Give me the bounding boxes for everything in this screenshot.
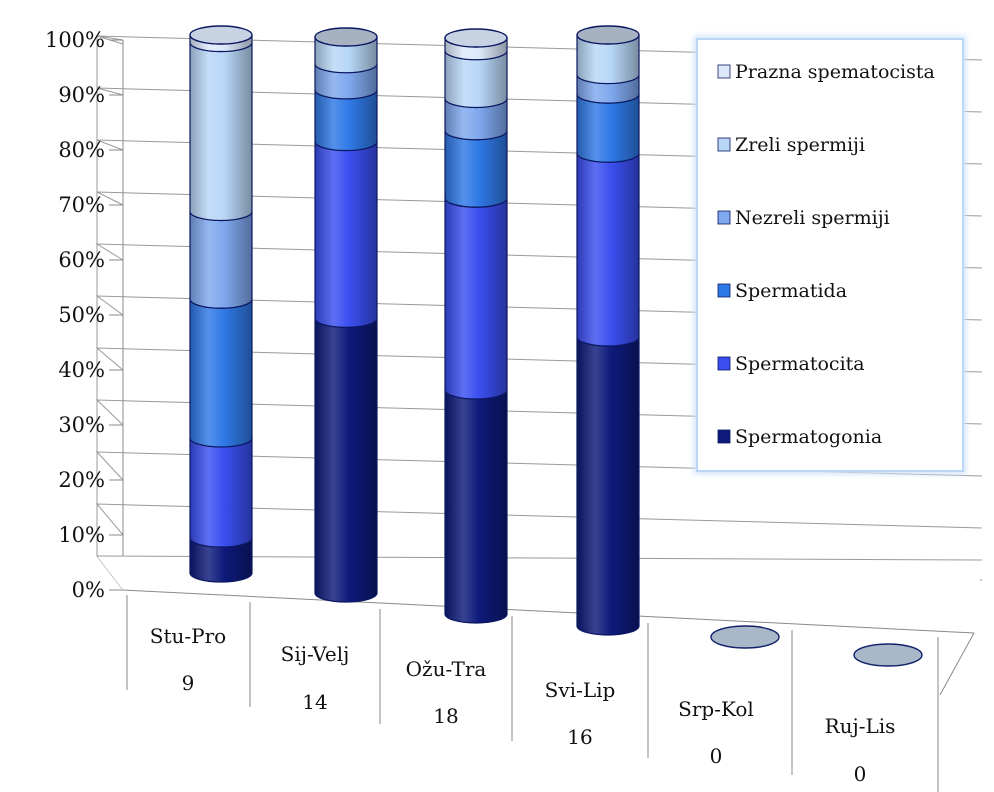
empty-bar-base — [710, 625, 780, 649]
y-tick-label: 20% — [58, 468, 105, 492]
bar-top-cap — [189, 25, 253, 45]
legend-label: Spermatogonia — [735, 426, 882, 448]
empty-bar-base — [853, 643, 923, 667]
category-label: Srp-Kol — [678, 697, 754, 721]
bar-segment — [576, 93, 640, 163]
plot-area — [189, 25, 923, 667]
legend-swatch — [717, 429, 731, 444]
y-tick-label: 10% — [58, 523, 105, 547]
category-count: 0 — [710, 744, 723, 768]
y-tick-label: 60% — [58, 248, 105, 272]
legend-label: Prazna spematocista — [735, 61, 935, 83]
bar-stack-ožu-tra — [444, 28, 508, 624]
legend-label: Spermatida — [735, 280, 847, 302]
y-axis: 0% 10% 20% 30% 40% 50% 60% 70% 80% 90% 100% — [45, 28, 124, 602]
legend-item: Spermatogonia — [717, 426, 882, 448]
bar-segment — [314, 141, 378, 328]
floor-right-edge — [939, 632, 975, 696]
legend-box — [696, 38, 964, 472]
legend-swatch — [717, 64, 731, 79]
bar-segment — [444, 130, 508, 208]
legend-item: Spermatocita — [717, 353, 865, 375]
category-count: 9 — [182, 671, 195, 695]
category-count: 18 — [433, 704, 458, 728]
side-wall — [97, 36, 123, 590]
bar-top-cap — [314, 27, 378, 47]
legend-label: Spermatocita — [735, 353, 865, 375]
bar-segment — [189, 299, 253, 448]
y-tick-label: 80% — [58, 138, 105, 162]
legend-swatch — [717, 210, 731, 225]
legend-item: Nezreli spermiji — [717, 207, 890, 229]
y-tick-label: 50% — [58, 303, 105, 327]
bar-stack-srp-kol — [710, 625, 780, 649]
bar-top-cap — [576, 25, 640, 45]
y-tick-label: 40% — [58, 358, 105, 382]
category-label: Ožu-Tra — [406, 657, 487, 681]
category-label: Stu-Pro — [150, 624, 226, 648]
bar-segment — [189, 211, 253, 309]
bar-segment — [189, 42, 253, 222]
bar-stack-stu-pro — [189, 25, 253, 583]
floor-front-edge — [122, 589, 975, 634]
legend-swatch — [717, 283, 731, 298]
bar-stack-svi-lip — [576, 25, 640, 636]
legend-item: Prazna spematocista — [717, 61, 935, 83]
category-count: 0 — [854, 762, 867, 786]
bar-top-cap — [444, 28, 508, 48]
legend-swatch — [717, 137, 731, 152]
bar-stack-ruj-lis — [853, 643, 923, 667]
category-label: Svi-Lip — [545, 678, 616, 702]
bar-segment — [444, 389, 508, 624]
y-tick-label: 100% — [45, 28, 105, 52]
legend-label: Zreli spermiji — [735, 134, 865, 156]
y-tick-label: 30% — [58, 413, 105, 437]
legend: Prazna spematocista Zreli spermiji Nezreli… — [694, 36, 966, 474]
bar-stack-sij-velj — [314, 27, 378, 603]
y-tick-label: 70% — [58, 193, 105, 217]
y-tick-label: 90% — [58, 83, 105, 107]
legend-item: Spermatida — [717, 280, 847, 302]
x-axis: Stu-Pro 9 Sij-Velj 14 Ožu-Tra 18 Svi-Lip 16 Srp-… — [126, 595, 939, 792]
y-tick-label: 0% — [72, 578, 105, 602]
bar-segment — [576, 336, 640, 636]
bar-segment — [576, 153, 640, 347]
legend-swatch — [717, 356, 731, 371]
bar-segment — [444, 198, 508, 400]
bar-segment — [314, 318, 378, 603]
legend-label: Nezreli spermiji — [735, 207, 890, 229]
category-count: 14 — [302, 690, 327, 714]
category-label: Ruj-Lis — [825, 714, 896, 738]
bar-segment — [189, 437, 253, 548]
legend-item: Zreli spermiji — [717, 134, 865, 156]
category-label: Sij-Velj — [281, 642, 350, 666]
category-count: 16 — [567, 725, 592, 749]
chart-walls — [95, 35, 983, 591]
